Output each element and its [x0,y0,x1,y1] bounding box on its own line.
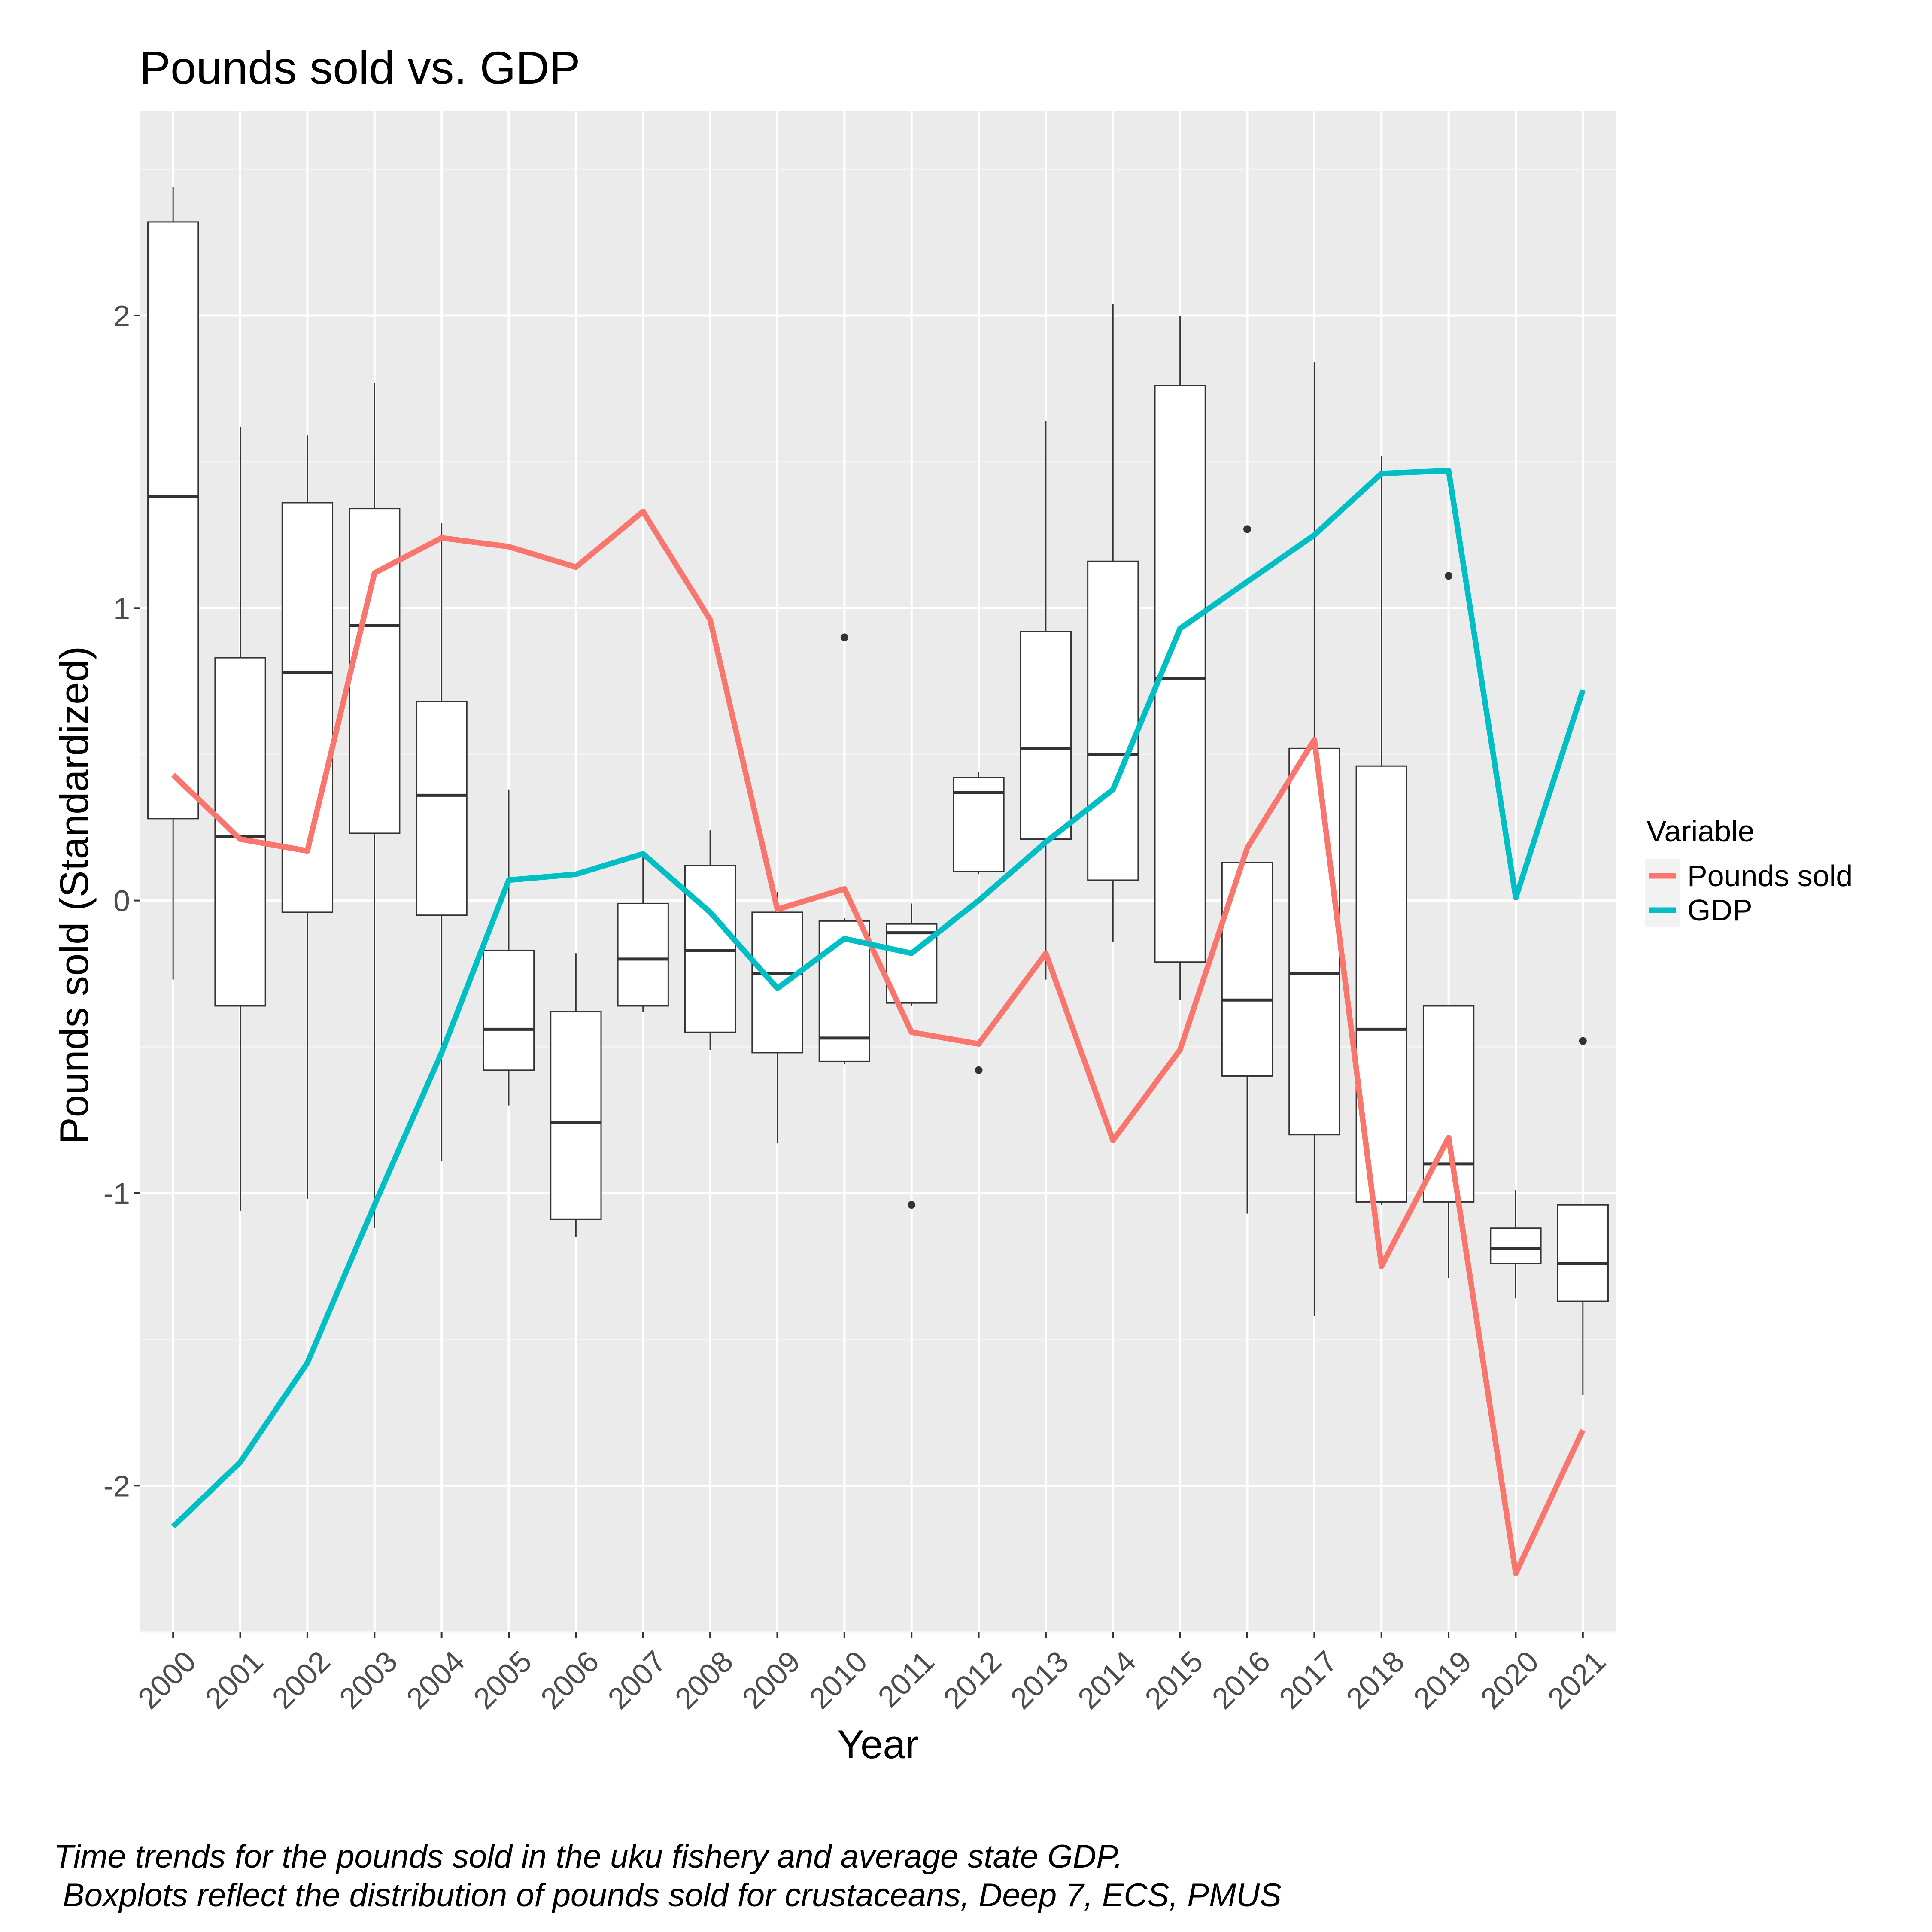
boxplot-2001 [214,426,266,1211]
box [1490,1227,1542,1264]
caption-line-2: Boxplots reflect the distribution of pou… [54,1877,1282,1914]
boxplot-2017 [1288,362,1340,1316]
y-tick-label: -1 [103,1177,130,1210]
boxplot-2020 [1490,1190,1542,1299]
x-axis-title: Year [837,1722,919,1767]
legend-title: Variable [1646,814,1755,848]
box [1288,747,1340,1136]
y-tick-label: 2 [113,299,130,333]
legend-entry-pounds-sold: Pounds sold [1645,859,1853,893]
box [416,701,468,916]
x-tick-label: 2003 [333,1644,404,1715]
x-tick-label: 2019 [1407,1644,1478,1715]
x-tick-label: 2000 [131,1644,202,1715]
y-axis-title: Pounds sold (Standardized) [52,646,97,1144]
box [214,657,266,1007]
x-tick-label: 2016 [1206,1644,1276,1715]
outlier-point [1445,572,1453,580]
x-tick-label: 2008 [668,1644,739,1715]
y-axis: -2 -1 0 1 2 [103,299,140,1503]
x-tick-label: 2009 [735,1644,806,1715]
chart-title: Pounds sold vs. GDP [140,42,580,94]
boxplot-2021 [1557,1037,1609,1395]
boxplot-2014 [1087,304,1139,942]
x-axis: 2000200120022003200420052006200720082009… [131,1632,1612,1715]
y-tick-label: 1 [113,592,130,625]
x-tick-label: 2006 [534,1644,605,1715]
boxplot-2013 [1020,421,1072,980]
boxplot-2009 [751,892,803,1144]
x-tick-label: 2002 [266,1644,337,1715]
outlier-point [908,1201,916,1209]
x-tick-label: 2010 [803,1644,874,1715]
boxplot-2000 [147,187,199,980]
boxplot-2012 [953,772,1005,1074]
boxplot-2004 [416,523,468,1161]
boxplot-2015 [1154,315,1206,1000]
outlier-point [1579,1037,1587,1045]
x-tick-label: 2017 [1273,1644,1343,1715]
x-tick-label: 2004 [400,1644,471,1715]
series-line-pounds-sold [171,508,1586,1577]
x-tick-label: 2013 [1004,1644,1075,1715]
x-tick-label: 2015 [1139,1644,1209,1715]
box [1557,1204,1609,1302]
x-tick-label: 2012 [937,1644,1008,1715]
x-tick-label: 2020 [1474,1644,1545,1715]
box [483,949,535,1071]
x-tick-label: 2021 [1541,1644,1612,1715]
box [147,221,199,820]
box [550,1011,602,1220]
x-tick-label: 2018 [1340,1644,1411,1715]
box [751,911,803,1054]
box [1087,560,1139,881]
caption-line-1: Time trends for the pounds sold in the u… [54,1838,1123,1875]
boxplot-2005 [483,789,535,1106]
outlier-point [1243,525,1251,533]
boxplots [147,187,1609,1395]
outlier-point [975,1066,983,1074]
x-tick-label: 2005 [467,1644,538,1715]
y-tick-label: 0 [113,884,130,918]
boxplot-2008 [684,830,736,1050]
box [617,902,669,1007]
x-tick-label: 2007 [601,1644,672,1715]
outlier-point [840,633,848,641]
legend-label: Pounds sold [1687,859,1853,893]
x-tick-label: 2011 [872,1644,941,1714]
box [1020,631,1072,840]
y-tick-label: -2 [103,1469,130,1503]
boxplot-2003 [349,383,401,1228]
x-tick-label: 2001 [199,1644,270,1715]
legend-entry-gdp: GDP [1645,893,1753,927]
x-tick-label: 2014 [1071,1644,1142,1715]
series-lines [171,468,1586,1577]
box [349,508,401,834]
legend-label: GDP [1687,893,1753,927]
box [1422,1005,1475,1203]
boxplot-2006 [550,953,602,1237]
boxplot-2007 [617,857,669,1012]
series-line-gdp [171,468,1586,1529]
caption: Time trends for the pounds sold in the u… [54,1838,1282,1914]
